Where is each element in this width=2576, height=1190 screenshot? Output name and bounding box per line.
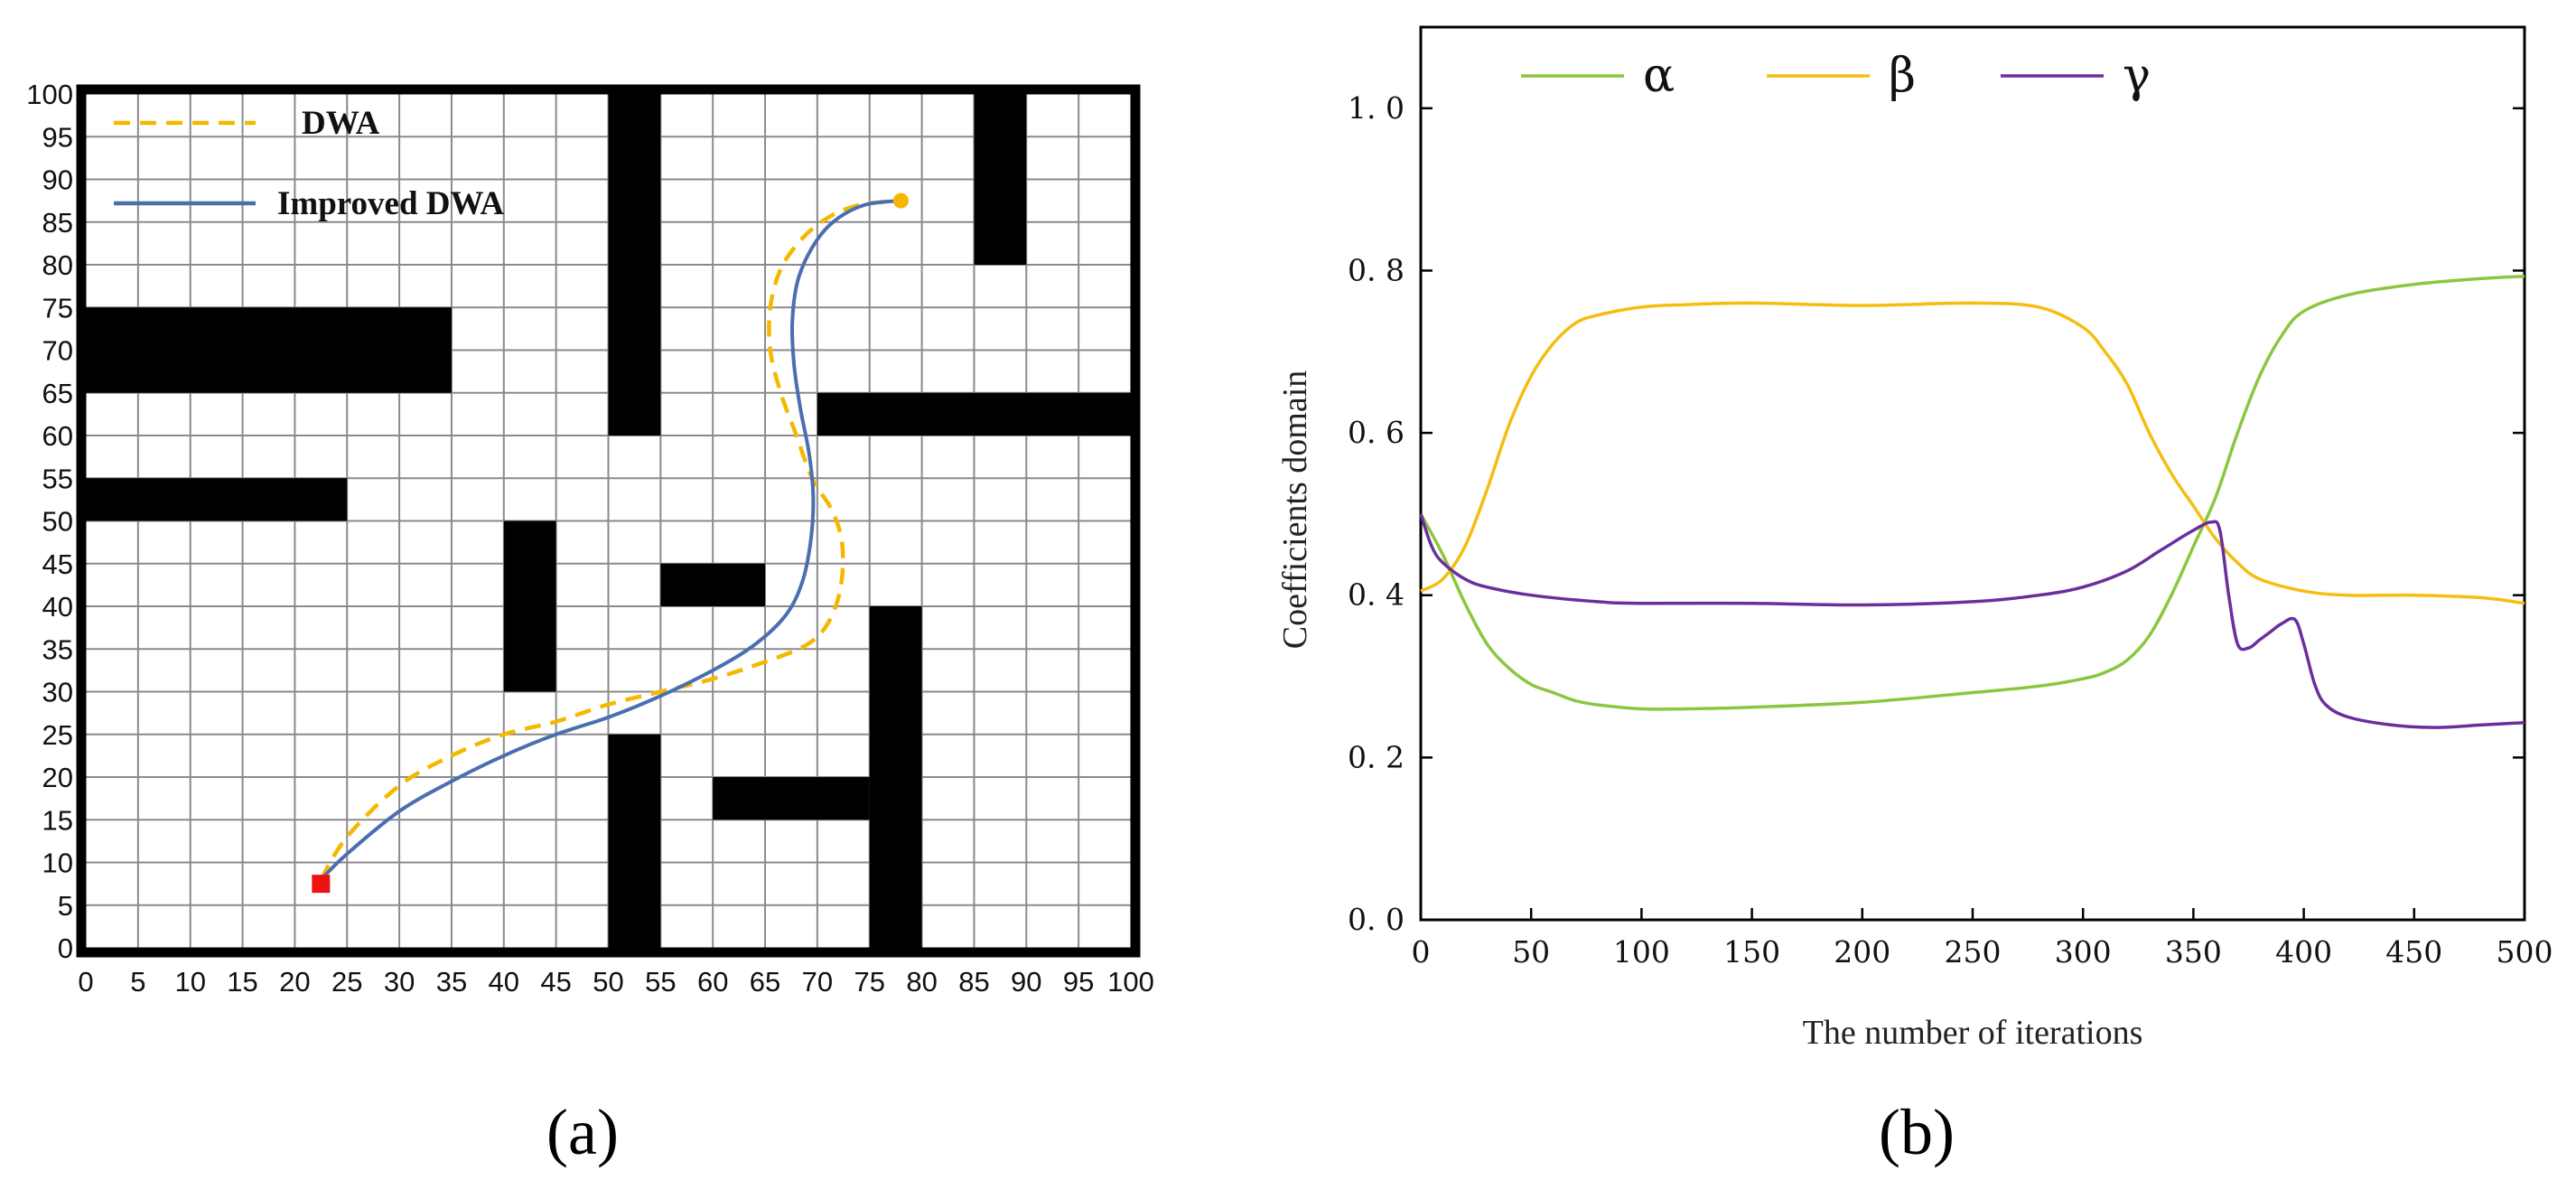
x-tick-label: 70 bbox=[802, 966, 833, 998]
map-markers bbox=[312, 192, 909, 894]
x-tick-label: 15 bbox=[227, 966, 257, 998]
y-tick-label: 70 bbox=[42, 335, 73, 367]
y-tick-label: 35 bbox=[42, 633, 73, 665]
legend-label-alpha: α bbox=[1643, 49, 1675, 103]
panel-a-path-map: 0 5 10 15 20 25 30 35 40 45 50 55 60 65 70 75 80 85 90 95 10… bbox=[26, 79, 1154, 998]
obstacle bbox=[608, 94, 661, 436]
map-legend: DWA Improved DWA bbox=[114, 105, 504, 222]
y-tick-label: 45 bbox=[42, 548, 73, 580]
y-tick-label: 0. 4 bbox=[1348, 577, 1405, 613]
x-tick-label: 95 bbox=[1063, 966, 1094, 998]
x-tick-label: 10 bbox=[174, 966, 205, 998]
obstacle bbox=[86, 307, 452, 393]
x-tick-label: 55 bbox=[645, 966, 676, 998]
panel-label-b: (b) bbox=[1879, 1096, 1955, 1168]
obstacle bbox=[86, 478, 348, 521]
y-tick-label: 95 bbox=[42, 121, 73, 153]
y-tick-label: 90 bbox=[42, 164, 73, 196]
x-tick-label: 200 bbox=[1834, 934, 1890, 970]
obstacle bbox=[817, 392, 1131, 436]
coefficients-axes bbox=[1419, 25, 2526, 922]
y-axis-label: Coefficients domain bbox=[1276, 370, 1314, 650]
obstacle bbox=[503, 520, 556, 692]
x-tick-label: 90 bbox=[1011, 966, 1041, 998]
y-tick-label: 1. 0 bbox=[1348, 90, 1405, 126]
x-tick-label: 0 bbox=[1412, 934, 1431, 970]
start-marker bbox=[312, 875, 331, 894]
y-tick-label: 0 bbox=[58, 932, 73, 964]
panel-b-coefficients-chart: 0 50 100 150 200 250 300 350 400 450 500 0. 0 0. 2 0.… bbox=[1276, 25, 2553, 1052]
coefficients-series bbox=[1419, 274, 2525, 729]
y-tick-label: 5 bbox=[58, 890, 73, 922]
y-tick-label: 25 bbox=[42, 719, 73, 751]
x-tick-label: 65 bbox=[750, 966, 780, 998]
y-tick-label: 85 bbox=[42, 207, 73, 239]
y-tick-label: 80 bbox=[42, 249, 73, 281]
obstacle bbox=[660, 563, 766, 606]
y-tick-label: 10 bbox=[42, 848, 73, 879]
x-tick-label: 450 bbox=[2385, 934, 2442, 970]
y-tick-label: 40 bbox=[42, 591, 73, 623]
y-tick-label: 65 bbox=[42, 378, 73, 409]
x-tick-label: 100 bbox=[1613, 934, 1670, 970]
x-tick-label: 30 bbox=[384, 966, 415, 998]
obstacle bbox=[974, 94, 1027, 265]
x-tick-label: 25 bbox=[331, 966, 362, 998]
y-tick-label: 75 bbox=[42, 292, 73, 323]
x-tick-label: 45 bbox=[540, 966, 571, 998]
y-tick-label: 100 bbox=[26, 79, 73, 110]
x-tick-label: 20 bbox=[279, 966, 310, 998]
map-paths bbox=[319, 198, 901, 881]
x-tick-label: 100 bbox=[1107, 966, 1154, 998]
path-line-improved-dwa bbox=[319, 199, 901, 881]
obstacles bbox=[76, 84, 1141, 958]
obstacle bbox=[608, 734, 661, 948]
x-tick-label: 40 bbox=[489, 966, 519, 998]
series-line-alpha bbox=[1419, 274, 2525, 711]
x-tick-label: 400 bbox=[2275, 934, 2332, 970]
x-tick-label: 75 bbox=[854, 966, 885, 998]
legend-label: DWA bbox=[302, 105, 380, 142]
x-tick-label: 60 bbox=[697, 966, 728, 998]
y-tick-label: 55 bbox=[42, 463, 73, 494]
x-tick-label: 250 bbox=[1945, 934, 2002, 970]
x-tick-label: 80 bbox=[906, 966, 937, 998]
y-tick-label: 0. 0 bbox=[1348, 902, 1405, 937]
x-tick-label: 150 bbox=[1723, 934, 1780, 970]
y-tick-label: 20 bbox=[42, 762, 73, 793]
legend-label: Improved DWA bbox=[277, 185, 504, 222]
x-tick-label: 500 bbox=[2497, 934, 2553, 970]
coefficients-legend: α β γ bbox=[1521, 49, 2151, 103]
x-tick-label: 50 bbox=[593, 966, 623, 998]
series-line-gamma bbox=[1419, 513, 2525, 729]
x-tick-label: 35 bbox=[436, 966, 467, 998]
y-tick-label: 0. 2 bbox=[1348, 739, 1405, 774]
map-ticks: 0 5 10 15 20 25 30 35 40 45 50 55 60 65 70 75 80 85 90 95 10… bbox=[26, 79, 1154, 998]
coefficients-ticks: 0 50 100 150 200 250 300 350 400 450 500 0. 0 0. 2 0.… bbox=[1348, 90, 2553, 970]
panel-label-a: (a) bbox=[546, 1096, 619, 1168]
series-line-beta bbox=[1420, 301, 2525, 605]
y-tick-label: 60 bbox=[42, 420, 73, 452]
goal-marker bbox=[892, 192, 909, 209]
plot-frame bbox=[1419, 25, 2526, 922]
x-tick-label: 50 bbox=[1512, 934, 1550, 970]
x-tick-label: 5 bbox=[130, 966, 145, 998]
map-border bbox=[76, 84, 1141, 958]
obstacle bbox=[869, 606, 922, 948]
legend-label-gamma: γ bbox=[2123, 49, 2151, 103]
obstacle bbox=[713, 777, 870, 820]
y-tick-label: 0. 8 bbox=[1348, 252, 1405, 287]
y-tick-label: 50 bbox=[42, 506, 73, 538]
y-tick-label: 15 bbox=[42, 804, 73, 836]
x-tick-label: 350 bbox=[2165, 934, 2222, 970]
y-tick-label: 0. 6 bbox=[1348, 415, 1405, 450]
x-tick-label: 300 bbox=[2055, 934, 2112, 970]
x-axis-label: The number of iterations bbox=[1803, 1014, 2143, 1052]
legend-label-beta: β bbox=[1889, 49, 1916, 103]
x-tick-label: 85 bbox=[958, 966, 989, 998]
x-tick-label: 0 bbox=[78, 966, 93, 998]
y-tick-label: 30 bbox=[42, 677, 73, 708]
